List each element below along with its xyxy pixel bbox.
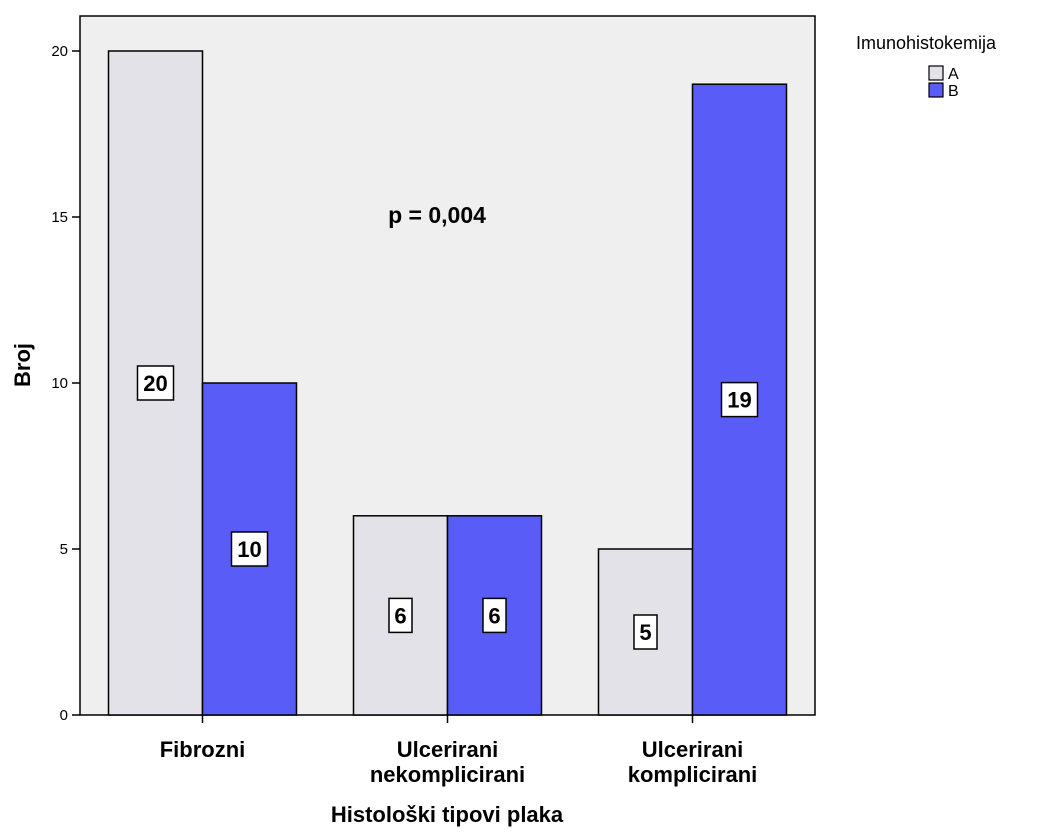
legend-title: Imunohistokemija [856,33,997,53]
y-axis: 0 5 10 15 20 [51,43,80,724]
y-tick-label-2: 10 [51,375,68,392]
data-label-b-1: 6 [488,603,500,628]
data-label-a-2: 5 [639,620,651,645]
legend-swatch-a [928,65,944,81]
x-tick-label-0-0: Fibrozni [160,737,246,762]
data-label-a-1: 6 [394,603,406,628]
data-label-box-b-1 [482,597,507,634]
y-tick-label-3: 15 [51,209,68,226]
data-labels-group: 20 10 6 6 5 19 [136,365,759,650]
data-label-box-b-0 [230,531,269,567]
p-value-annotation: p = 0,004 [388,202,486,228]
legend-label-a: A [948,66,959,83]
data-label-a-0: 20 [143,371,167,396]
legend-swatch-b [928,82,944,98]
data-label-b-2: 19 [727,388,751,413]
legend-label-b: B [948,83,959,100]
data-label-b-0: 10 [237,537,261,562]
y-tick-label-4: 20 [51,43,68,60]
legend: Imunohistokemija AB [856,33,997,100]
data-label-box-a-0 [136,365,175,401]
data-label-box-a-1 [388,597,413,634]
x-tick-label-2-1: komplicirani [628,762,758,787]
y-tick-label-1: 5 [60,541,68,558]
data-label-box-b-2 [720,381,759,418]
x-tick-label-2-0: Ulcerirani [642,737,744,762]
y-tick-label-0: 0 [60,707,68,724]
x-tick-label-1-0: Ulcerirani [397,737,499,762]
y-axis-title: Broj [10,343,35,387]
x-axis-title: Histološki tipovi plaka [331,802,564,827]
data-label-box-a-2 [633,614,658,650]
x-tick-label-1-1: nekomplicirani [370,762,525,787]
x-axis: Fibrozni UlceriraninekompliciraniUlcerira… [160,715,758,787]
